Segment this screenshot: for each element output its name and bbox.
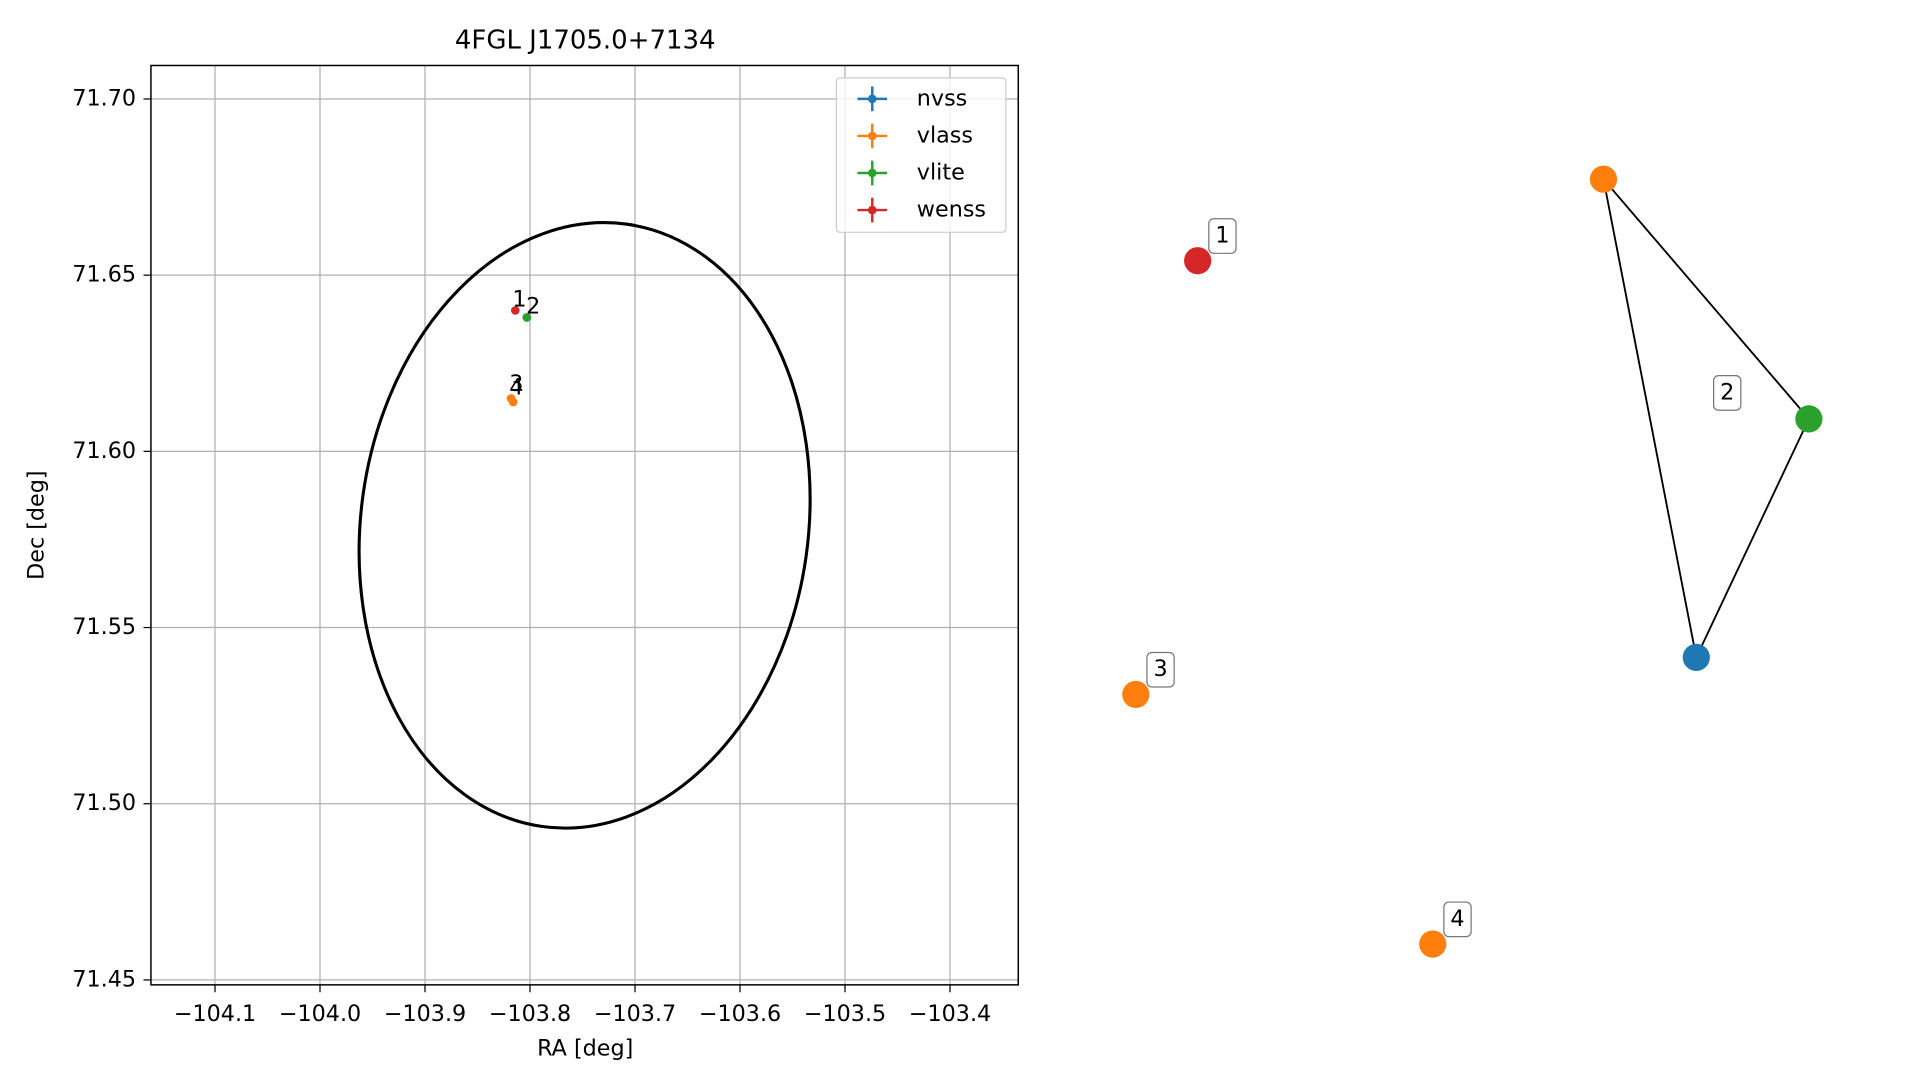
graph-label: 1 [1215, 223, 1229, 249]
legend-label: vlite [917, 160, 965, 186]
y-axis-label: Dec [deg] [24, 470, 50, 579]
plot-frame [150, 64, 1020, 986]
graph-label: 2 [1720, 379, 1734, 405]
graph-node [1682, 643, 1710, 671]
graph-label-box [1712, 375, 1742, 411]
x-axis-label: RA [deg] [537, 1036, 633, 1062]
x-tick-label: −103.8 [489, 1001, 571, 1027]
point-annotation: 2 [526, 293, 540, 319]
legend: nvss vlass vlite wenss [835, 77, 1007, 233]
graph-node [1184, 247, 1212, 275]
legend-label: wenss [917, 197, 986, 223]
x-tick-label: −104.0 [279, 1001, 361, 1027]
y-tick-label: 71.70 [72, 85, 136, 111]
y-tick-label: 71.60 [72, 438, 136, 464]
x-tick-label: −103.5 [804, 1001, 886, 1027]
x-tick-label: −103.6 [699, 1001, 781, 1027]
graph-node [1589, 165, 1618, 193]
graph-edge [1695, 418, 1810, 658]
error-ellipse [357, 221, 812, 830]
y-tick-label: 71.45 [72, 966, 136, 992]
graph-edge [1602, 178, 1810, 420]
point [510, 306, 520, 315]
y-tick-label: 71.55 [72, 614, 136, 640]
x-tick-label: −103.9 [384, 1001, 466, 1027]
x-tick-label: −103.7 [594, 1001, 676, 1027]
graph-label-box [1443, 901, 1472, 938]
graph-label: 3 [1153, 656, 1167, 682]
point [508, 397, 518, 407]
legend-box [835, 77, 1007, 233]
graph-node [1795, 405, 1823, 433]
legend-marker [867, 168, 877, 178]
point-annotation: 3 [509, 371, 523, 397]
graph-edge [1602, 178, 1698, 658]
y-tick-label: 71.65 [72, 262, 136, 288]
graph-node [1419, 930, 1447, 958]
point [522, 313, 532, 322]
graph-label: 4 [1450, 906, 1464, 932]
legend-marker [867, 205, 877, 215]
legend-label: nvss [917, 85, 968, 111]
x-tick-label: −104.1 [174, 1001, 256, 1027]
legend-marker [867, 131, 877, 141]
graph-label-box [1208, 218, 1237, 254]
legend-marker [867, 94, 877, 104]
graph-node [1122, 680, 1150, 709]
y-tick-label: 71.50 [72, 790, 136, 816]
chart-title: 4FGL J1705.0+7134 [455, 25, 716, 55]
point-annotation: 1 [512, 286, 526, 312]
graph-label-box [1146, 651, 1175, 688]
point-annotation: 4 [509, 374, 523, 400]
x-tick-label: −103.4 [909, 1001, 991, 1027]
legend-label: vlass [917, 122, 973, 148]
